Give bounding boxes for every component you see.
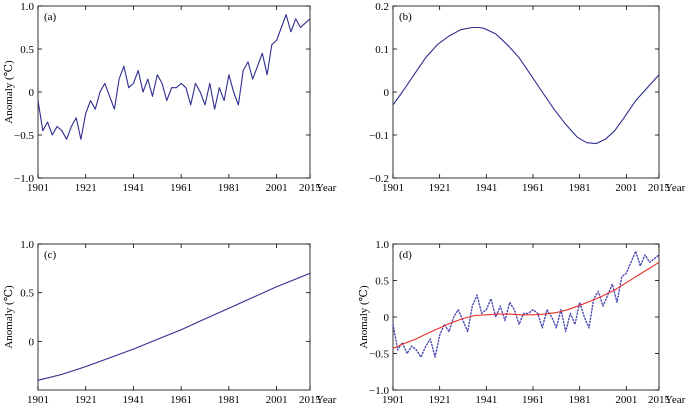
y-tick-label-c: 0	[29, 336, 35, 348]
x-tick-label-d: 1941	[475, 394, 497, 406]
plot-frame-a	[37, 5, 311, 179]
x-tick-label-d: 2001	[615, 394, 637, 406]
y-tick-label-d: 1.0	[375, 239, 389, 251]
x-tick-label-b: 1921	[429, 182, 451, 194]
plot-frame-d	[392, 243, 660, 391]
x-tick-label-c: 1941	[122, 394, 144, 406]
x-tick-label-d: 1981	[569, 394, 591, 406]
panel-label-c: (c)	[44, 249, 57, 261]
panel-label-a: (a)	[44, 11, 57, 23]
y-tick-label-d: 0	[384, 312, 390, 324]
x-tick-label-a: 1901	[27, 182, 49, 194]
y-tick-label-d: −0.5	[369, 349, 389, 361]
y-tick-label-d: 0.5	[375, 276, 389, 288]
y-tick-label-a: −1.0	[14, 173, 34, 185]
y-tick-label-a: −0.5	[14, 130, 34, 142]
x-axis-label-c: Year	[316, 394, 337, 406]
y-axis-label-a: Anomaly (℃)	[3, 60, 15, 124]
x-tick-label-d: 1921	[429, 394, 451, 406]
y-tick-label-b: 0	[384, 87, 390, 99]
y-tick-label-a: 0.5	[20, 44, 34, 56]
x-tick-label-d: 2015	[648, 394, 671, 406]
y-tick-label-c: 0.5	[20, 288, 34, 300]
y-tick-label-c: 1.0	[20, 239, 34, 251]
series-line-d-1	[392, 261, 660, 349]
plot-frame-b	[392, 5, 660, 179]
y-axis-label-d: Anomaly (℃)	[358, 285, 370, 349]
series-line-c-0	[37, 272, 311, 381]
x-tick-label-b: 2015	[648, 182, 671, 194]
x-tick-label-c: 2015	[299, 394, 322, 406]
y-tick-label-b: −0.1	[369, 130, 389, 142]
y-tick-label-d: −1.0	[369, 385, 389, 397]
x-tick-label-c: 2001	[266, 394, 288, 406]
plot-frame-c	[37, 243, 311, 391]
y-tick-label-a: 0	[29, 87, 35, 99]
x-tick-label-a: 2015	[299, 182, 322, 194]
y-tick-label-a: 1.0	[20, 1, 34, 13]
x-axis-label-b: Year	[665, 182, 686, 194]
y-tick-label-b: 0.2	[375, 1, 389, 13]
series-line-a-0	[37, 14, 311, 140]
x-tick-label-d: 1901	[382, 394, 404, 406]
x-tick-label-d: 1961	[522, 394, 544, 406]
x-tick-label-a: 2001	[266, 182, 288, 194]
y-tick-label-b: −0.2	[369, 173, 389, 185]
x-tick-label-c: 1961	[170, 394, 192, 406]
y-axis-label-c: Anomaly (℃)	[3, 285, 15, 349]
y-tick-label-b: 0.1	[375, 44, 389, 56]
x-tick-label-c: 1981	[218, 394, 240, 406]
x-axis-label-d: Year	[665, 394, 686, 406]
x-tick-label-b: 1941	[475, 182, 497, 194]
x-tick-label-c: 1921	[75, 394, 97, 406]
x-tick-label-a: 1941	[122, 182, 144, 194]
series-line-b-0	[392, 26, 660, 145]
x-tick-label-a: 1961	[170, 182, 192, 194]
x-tick-label-b: 1961	[522, 182, 544, 194]
x-axis-label-a: Year	[316, 182, 337, 194]
series-line-d-0	[392, 250, 660, 358]
panel-label-d: (d)	[399, 249, 412, 261]
x-tick-label-b: 2001	[615, 182, 637, 194]
x-tick-label-c: 1901	[27, 394, 49, 406]
x-tick-label-a: 1981	[218, 182, 240, 194]
x-tick-label-a: 1921	[75, 182, 97, 194]
panel-label-b: (b)	[399, 11, 412, 23]
x-tick-label-b: 1901	[382, 182, 404, 194]
x-tick-label-b: 1981	[569, 182, 591, 194]
